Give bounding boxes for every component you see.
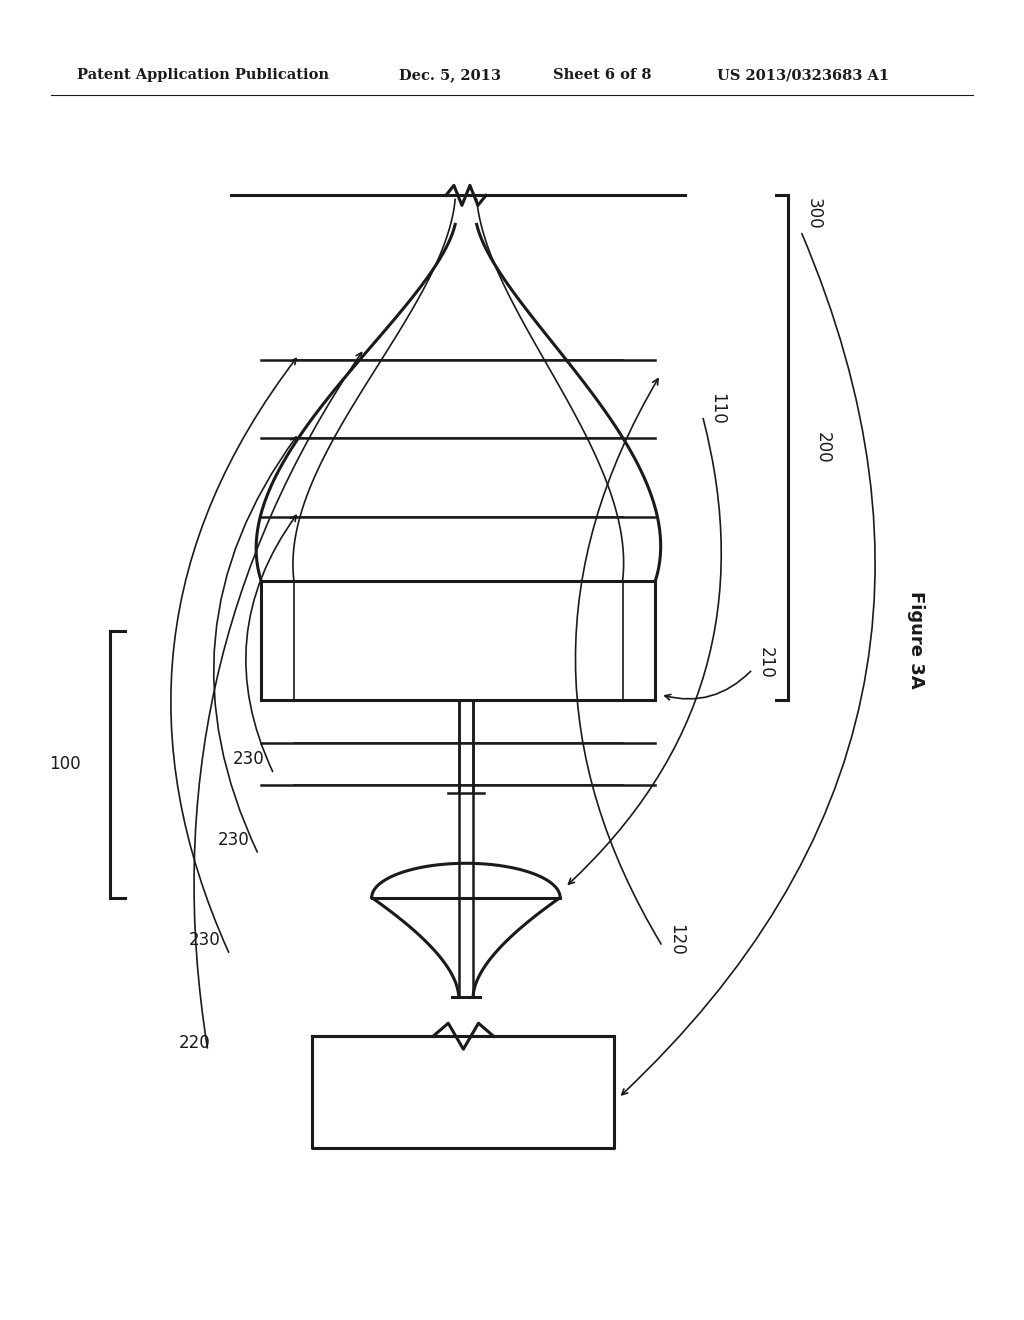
Text: 110: 110 (708, 393, 726, 425)
Text: Dec. 5, 2013: Dec. 5, 2013 (399, 69, 502, 82)
Text: 230: 230 (217, 830, 250, 849)
Text: 300: 300 (805, 198, 823, 230)
Text: 210: 210 (757, 647, 775, 678)
Text: 220: 220 (178, 1034, 211, 1052)
Text: US 2013/0323683 A1: US 2013/0323683 A1 (717, 69, 889, 82)
Text: 200: 200 (813, 432, 831, 463)
Text: 120: 120 (667, 924, 685, 956)
Text: Patent Application Publication: Patent Application Publication (77, 69, 329, 82)
Text: 100: 100 (49, 755, 80, 774)
Text: Sheet 6 of 8: Sheet 6 of 8 (553, 69, 651, 82)
Text: 230: 230 (232, 750, 265, 768)
Text: 230: 230 (188, 931, 221, 949)
Text: Figure 3A: Figure 3A (907, 591, 926, 689)
